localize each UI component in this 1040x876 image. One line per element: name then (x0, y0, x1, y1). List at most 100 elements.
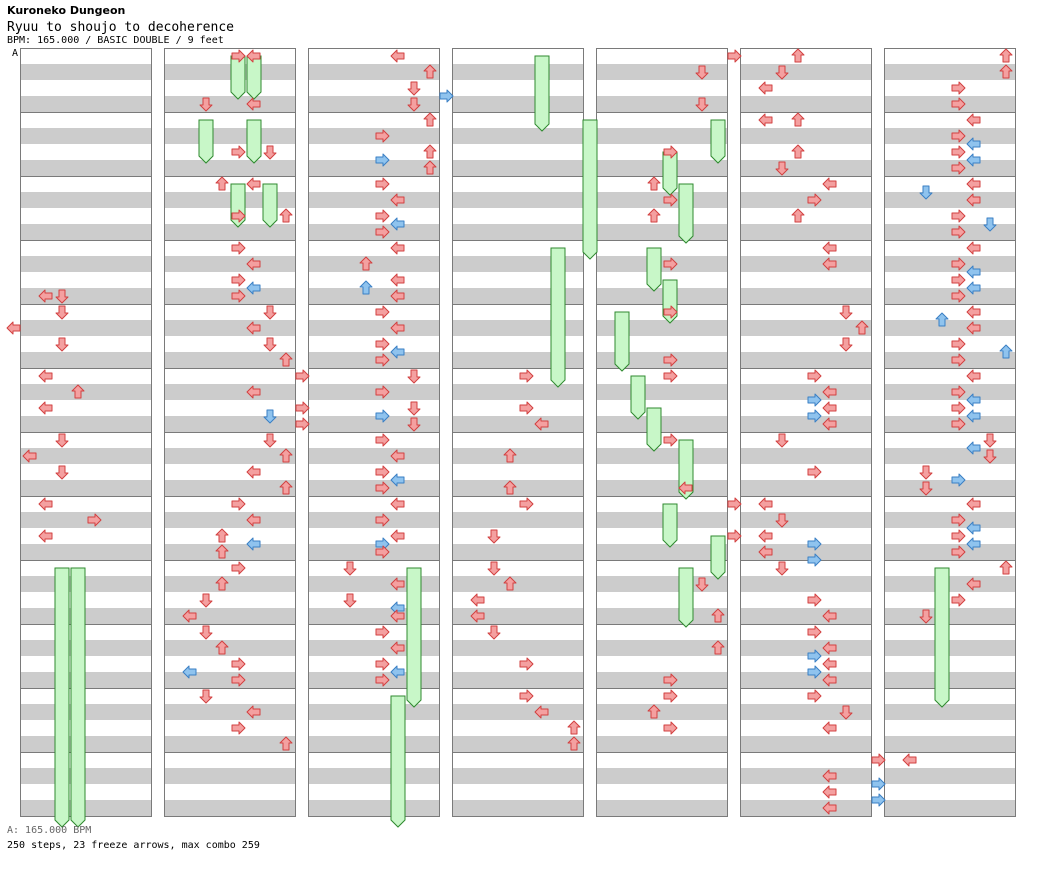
beat-stripe (308, 416, 440, 432)
left-arrow-icon (966, 265, 981, 279)
beat-stripe (164, 800, 296, 816)
right-arrow-icon (951, 593, 966, 607)
down-arrow-icon (919, 609, 933, 624)
beat-stripe (308, 768, 440, 784)
beat-stripe (596, 736, 728, 752)
right-arrow-icon (951, 161, 966, 175)
right-arrow-icon (231, 657, 246, 671)
beat-stripe (20, 128, 152, 144)
beat-stripe (308, 320, 440, 336)
column-border (740, 48, 872, 817)
beat-stripe (20, 512, 152, 528)
beat-stripe (884, 288, 1016, 304)
down-arrow-icon (407, 97, 421, 112)
down-arrow-icon (55, 289, 69, 304)
beat-stripe (884, 256, 1016, 272)
beat-stripe (308, 256, 440, 272)
left-arrow-icon (390, 529, 405, 543)
left-arrow-icon (246, 705, 261, 719)
up-arrow-icon (279, 352, 293, 367)
beat-stripe (164, 96, 296, 112)
up-arrow-icon (279, 448, 293, 463)
right-arrow-icon (375, 513, 390, 527)
right-arrow-icon (663, 257, 678, 271)
right-arrow-icon (663, 353, 678, 367)
beat-stripe (308, 160, 440, 176)
song-title: Ryuu to shoujo to decoherence (7, 20, 234, 35)
beat-stripe (308, 512, 440, 528)
beat-stripe (884, 544, 1016, 560)
left-arrow-icon (822, 609, 837, 623)
left-arrow-icon (822, 401, 837, 415)
beat-stripe (596, 160, 728, 176)
beat-stripe (452, 480, 584, 496)
left-arrow-icon (966, 241, 981, 255)
beat-stripe (164, 160, 296, 176)
down-arrow-icon (775, 65, 789, 80)
down-arrow-icon (263, 409, 277, 424)
bpm-marker: A (12, 48, 19, 59)
left-arrow-icon (38, 289, 53, 303)
right-arrow-icon (375, 481, 390, 495)
freeze-arrow (630, 375, 646, 420)
beat-stripe (452, 96, 584, 112)
down-arrow-icon (55, 305, 69, 320)
beat-stripe (884, 448, 1016, 464)
right-arrow-icon (871, 793, 886, 807)
beat-stripe (740, 352, 872, 368)
right-arrow-icon (519, 369, 534, 383)
beat-stripe (20, 736, 152, 752)
left-arrow-icon (246, 49, 261, 63)
left-arrow-icon (246, 385, 261, 399)
right-arrow-icon (375, 209, 390, 223)
right-arrow-icon (295, 369, 310, 383)
beat-stripe (20, 640, 152, 656)
down-arrow-icon (343, 561, 357, 576)
down-arrow-icon (695, 97, 709, 112)
down-arrow-icon (199, 97, 213, 112)
down-arrow-icon (839, 337, 853, 352)
chart-meta: BPM: 165.000 / BASIC DOUBLE / 9 feet (7, 35, 224, 46)
left-arrow-icon (38, 401, 53, 415)
down-arrow-icon (983, 433, 997, 448)
beat-stripe (740, 64, 872, 80)
down-arrow-icon (407, 81, 421, 96)
left-arrow-icon (38, 529, 53, 543)
right-arrow-icon (807, 649, 822, 663)
left-arrow-icon (390, 577, 405, 591)
beat-stripe (164, 640, 296, 656)
left-arrow-icon (822, 769, 837, 783)
beat-stripe (164, 672, 296, 688)
freeze-arrow (230, 183, 246, 228)
left-arrow-icon (966, 177, 981, 191)
left-arrow-icon (966, 113, 981, 127)
beat-stripe (740, 160, 872, 176)
left-arrow-icon (966, 441, 981, 455)
beat-stripe (452, 576, 584, 592)
freeze-arrow (678, 183, 694, 244)
beat-stripe (20, 352, 152, 368)
beat-stripe (20, 448, 152, 464)
up-arrow-icon (999, 48, 1013, 63)
up-arrow-icon (215, 528, 229, 543)
beat-stripe (452, 768, 584, 784)
right-arrow-icon (807, 593, 822, 607)
down-arrow-icon (919, 185, 933, 200)
freeze-arrow (710, 119, 726, 164)
column-border (452, 48, 584, 817)
beat-stripe (452, 672, 584, 688)
beat-stripe (740, 384, 872, 400)
right-arrow-icon (663, 193, 678, 207)
beat-stripe (308, 96, 440, 112)
beat-stripe (452, 416, 584, 432)
left-arrow-icon (38, 369, 53, 383)
right-arrow-icon (807, 369, 822, 383)
beat-stripe (20, 192, 152, 208)
beat-stripe (596, 96, 728, 112)
beat-stripe (596, 512, 728, 528)
right-arrow-icon (519, 497, 534, 511)
right-arrow-icon (231, 673, 246, 687)
column-border (164, 48, 296, 817)
beat-stripe (308, 192, 440, 208)
left-arrow-icon (966, 521, 981, 535)
